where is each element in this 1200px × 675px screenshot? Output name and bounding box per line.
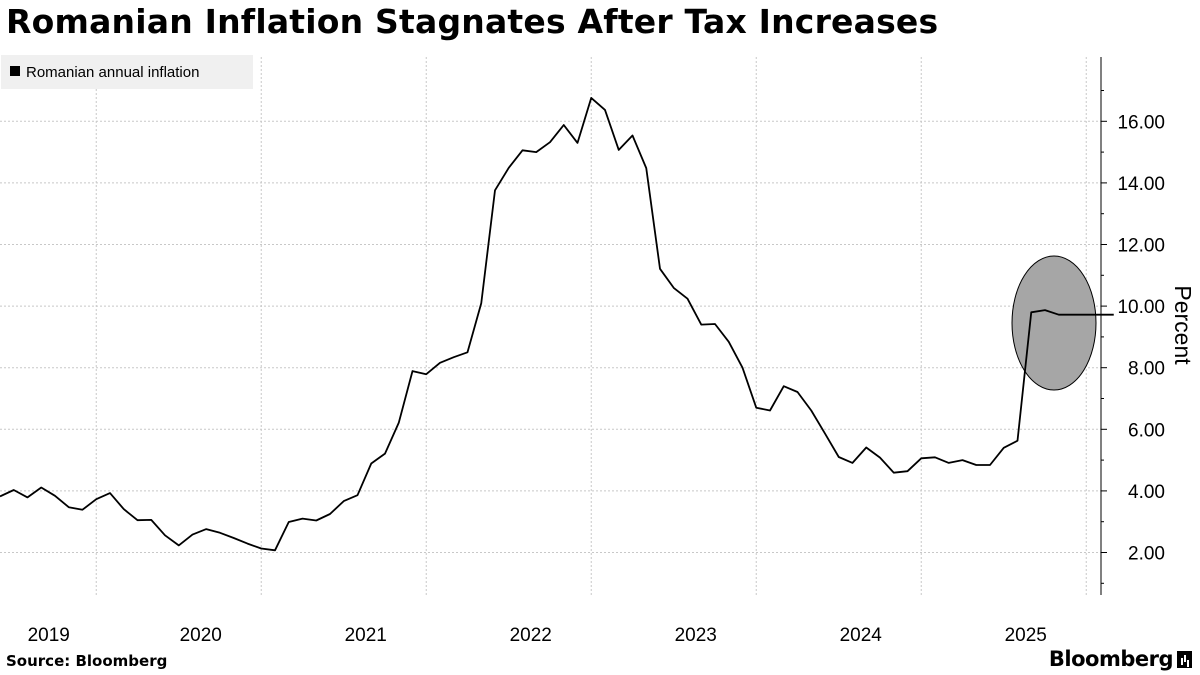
- chart-title: Romanian Inflation Stagnates After Tax I…: [6, 2, 939, 41]
- x-tick-label: 2024: [840, 625, 883, 646]
- y-axis-label: Percent: [1170, 285, 1196, 365]
- bloomberg-logo: Bloomberg: [1049, 647, 1192, 671]
- x-tick-label: 2022: [510, 625, 552, 646]
- legend: Romanian annual inflation: [1, 55, 253, 89]
- highlight-ellipse: [1011, 255, 1097, 391]
- y-tick-label: 2.00: [1128, 544, 1165, 565]
- y-tick-label: 16.00: [1117, 112, 1165, 133]
- series-layer: [0, 97, 1114, 552]
- x-tick-label: 2021: [345, 625, 387, 646]
- y-axis: 2.00 4.00 6.00 8.00 10.00 12.00 14.00 16.00: [1100, 57, 1165, 595]
- legend-label: Romanian annual inflation: [26, 64, 199, 81]
- x-tick-label: 2020: [180, 625, 222, 646]
- y-tick-label: 14.00: [1117, 174, 1165, 195]
- source-note: Source: Bloomberg: [6, 652, 168, 670]
- x-axis: 2019 2020 2021 2022 2023 2024 2025: [28, 625, 1047, 646]
- y-tick-label: 4.00: [1128, 482, 1165, 503]
- y-tick-label: 8.00: [1128, 359, 1165, 380]
- highlight-area: [1011, 255, 1097, 391]
- gridlines: [0, 57, 1101, 595]
- bloomberg-terminal-icon: [1177, 650, 1192, 668]
- legend-box: [1, 55, 253, 89]
- x-tick-label: 2023: [675, 625, 717, 646]
- y-tick-label: 10.00: [1117, 297, 1165, 318]
- brand-name: Bloomberg: [1048, 647, 1174, 671]
- x-tick-label: 2019: [28, 625, 70, 646]
- legend-swatch: [10, 66, 20, 76]
- x-tick-label: 2025: [1005, 625, 1047, 646]
- series-line-romanian-inflation: [0, 97, 1114, 552]
- y-tick-label: 6.00: [1128, 420, 1165, 441]
- y-tick-label: 12.00: [1117, 236, 1165, 257]
